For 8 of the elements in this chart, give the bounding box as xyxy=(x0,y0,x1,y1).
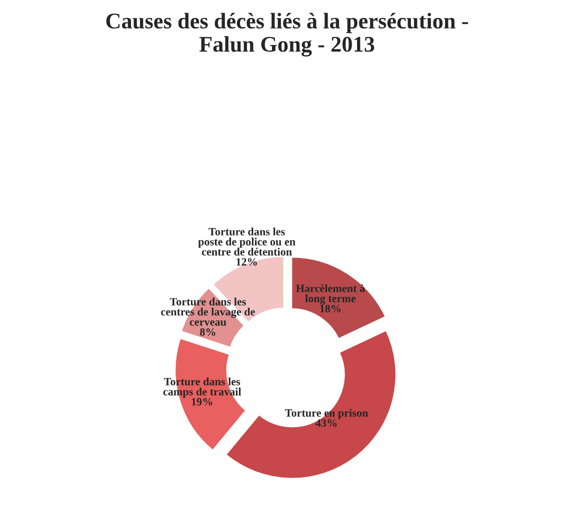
slice-label: Torture dans les poste de police ou en centre de détention xyxy=(198,228,296,256)
data-label: 12% xyxy=(236,258,257,266)
slice-label: Harcèlement à long terme xyxy=(296,284,365,305)
data-label: 43% xyxy=(316,419,337,427)
data-label: 19% xyxy=(192,398,212,406)
chart-title: Causes des décès liés à la persécution - Falun Gong - 2013 xyxy=(106,12,468,56)
data-label: 8% xyxy=(200,328,216,336)
data-label: 18% xyxy=(320,304,341,312)
